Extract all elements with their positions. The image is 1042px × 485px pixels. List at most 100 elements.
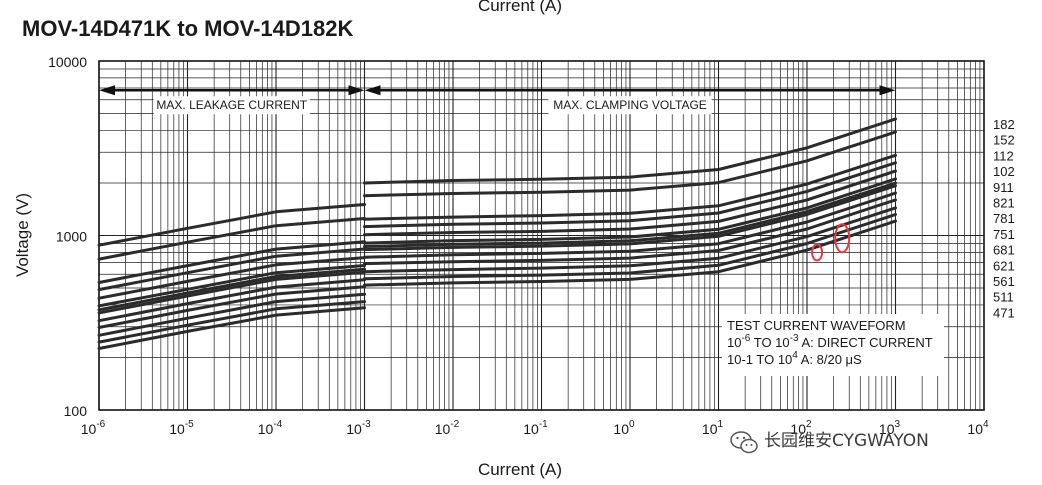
highlight-mark-0 xyxy=(811,243,824,262)
x-tick-base: 10 xyxy=(879,421,895,437)
watermark: 长园维安CYGWAYON xyxy=(730,431,929,454)
x-tick-label: 100 xyxy=(613,419,635,437)
series-clamp-561 xyxy=(363,206,897,274)
series-label-821: 821 xyxy=(993,196,1015,211)
series-clamp-821 xyxy=(363,177,897,245)
series-leakage-821 xyxy=(97,264,366,308)
x-tick-base: 10 xyxy=(613,421,629,437)
x-tick-exponent: -5 xyxy=(185,419,194,430)
x-tick-label: 10-6 xyxy=(81,419,106,437)
series-leakage-112 xyxy=(97,240,366,284)
region-arrowhead-right-0 xyxy=(348,85,365,96)
series-label-152: 152 xyxy=(993,133,1015,148)
series-leakage-561 xyxy=(97,292,366,337)
y-tick-label: 1000 xyxy=(56,229,87,245)
series-clamp-681 xyxy=(363,191,897,259)
region-label-bg-0 xyxy=(153,96,310,115)
series-clamp-751 xyxy=(363,184,897,252)
series-leakage-182 xyxy=(97,203,366,247)
note-box xyxy=(722,314,944,376)
series-leakage-751 xyxy=(97,270,366,315)
series-leakage-511 xyxy=(97,300,366,344)
series-leakage-911 xyxy=(97,256,366,300)
wechat-icon xyxy=(730,431,758,454)
x-tick-base: 10 xyxy=(523,421,539,437)
test-waveform-note: TEST CURRENT WAVEFORM 10-6 TO 10-3 A: DI… xyxy=(722,314,944,376)
series-clamp-621 xyxy=(363,198,897,266)
region-label-bg-1 xyxy=(548,96,712,115)
x-tick-exponent: 0 xyxy=(629,419,635,430)
series-clamp-511 xyxy=(363,213,897,281)
x-tick-exponent: 1 xyxy=(718,419,724,430)
x-tick-exponent: -6 xyxy=(96,419,105,430)
x-tick-base: 10 xyxy=(258,421,274,437)
series-label-781: 781 xyxy=(993,211,1015,226)
plot-frame xyxy=(98,60,985,411)
x-tick-base: 10 xyxy=(81,421,97,437)
x-tick-label: 10-1 xyxy=(523,419,548,437)
watermark-text: 长园维安CYGWAYON xyxy=(764,431,929,451)
series-leakage-471 xyxy=(97,306,366,350)
x-tick-exponent: 4 xyxy=(983,419,989,430)
series-label-621: 621 xyxy=(993,258,1015,273)
region-label-1: MAX. CLAMPING VOLTAGE xyxy=(553,98,707,112)
series-label-681: 681 xyxy=(993,243,1015,258)
x-tick-label: 10-2 xyxy=(435,419,460,437)
x-tick-base: 10 xyxy=(702,421,718,437)
x-tick-base: 10 xyxy=(169,421,185,437)
series-clamp-781 xyxy=(363,181,897,248)
x-tick-base: 10 xyxy=(435,421,451,437)
series-clamp-112 xyxy=(363,153,897,221)
x-tick-exponent: 2 xyxy=(806,419,812,430)
x-tick-exponent: -4 xyxy=(273,419,282,430)
x-tick-label: 10-3 xyxy=(346,419,371,437)
x-tick-exponent: -3 xyxy=(362,419,371,430)
y-axis-label: Voltage (V) xyxy=(13,193,32,277)
series-label-182: 182 xyxy=(993,117,1015,132)
y-tick-label: 100 xyxy=(64,403,88,419)
x-tick-exponent: -2 xyxy=(450,419,459,430)
y-tick-label: 10000 xyxy=(48,54,87,70)
series-label-471: 471 xyxy=(993,305,1015,320)
top-axis-label: Current (A) xyxy=(478,0,562,15)
note-line-3: 10-1 TO 104 A: 8/20 μS xyxy=(727,350,862,367)
region-arrowhead-left-0 xyxy=(99,85,115,96)
series-clamp-152 xyxy=(363,130,897,198)
series-leakage-102 xyxy=(97,247,366,292)
x-tick-label: 101 xyxy=(702,419,724,437)
x-tick-label: 10-4 xyxy=(258,419,283,437)
series-label-511: 511 xyxy=(993,290,1014,305)
annotations: MAX. LEAKAGE CURRENT MAX. CLAMPING VOLTAG… xyxy=(99,85,1015,320)
series-leakage-781 xyxy=(97,267,366,312)
series-label-911: 911 xyxy=(993,180,1014,195)
series-label-751: 751 xyxy=(993,227,1015,242)
note-line-2: 10-6 TO 10-3 A: DIRECT CURRENT xyxy=(727,333,933,350)
series-label-112: 112 xyxy=(993,148,1014,163)
x-tick-label: 103 xyxy=(879,419,901,437)
x-tick-exponent: 3 xyxy=(895,419,901,430)
x-tick-label: 102 xyxy=(790,419,812,437)
chart-title: MOV-14D471K to MOV-14D182K xyxy=(22,16,353,41)
x-tick-base: 10 xyxy=(967,421,983,437)
series-leakage-621 xyxy=(97,285,366,329)
series-lines xyxy=(97,117,897,350)
x-tick-label: 104 xyxy=(967,419,989,437)
note-line-1: TEST CURRENT WAVEFORM xyxy=(727,318,906,333)
x-tick-exponent: -1 xyxy=(539,419,548,430)
x-axis-label: Current (A) xyxy=(478,460,562,479)
series-label-561: 561 xyxy=(993,274,1015,289)
x-tick-base: 10 xyxy=(790,421,806,437)
series-clamp-182 xyxy=(363,117,897,185)
x-tick-base: 10 xyxy=(346,421,362,437)
series-leakage-152 xyxy=(97,217,366,261)
series-label-102: 102 xyxy=(993,164,1015,179)
region-label-0: MAX. LEAKAGE CURRENT xyxy=(156,98,307,112)
region-arrowhead-left-1 xyxy=(364,85,381,96)
ticks: 10-6 10-5 10-4 10-3 10-2 10-1 100 101 102 103 1041… xyxy=(48,54,989,437)
series-clamp-471 xyxy=(363,219,897,287)
series-clamp-911 xyxy=(363,169,897,237)
x-tick-label: 10-5 xyxy=(169,419,194,437)
highlight-mark-1 xyxy=(834,223,851,254)
series-leakage-681 xyxy=(97,278,366,323)
